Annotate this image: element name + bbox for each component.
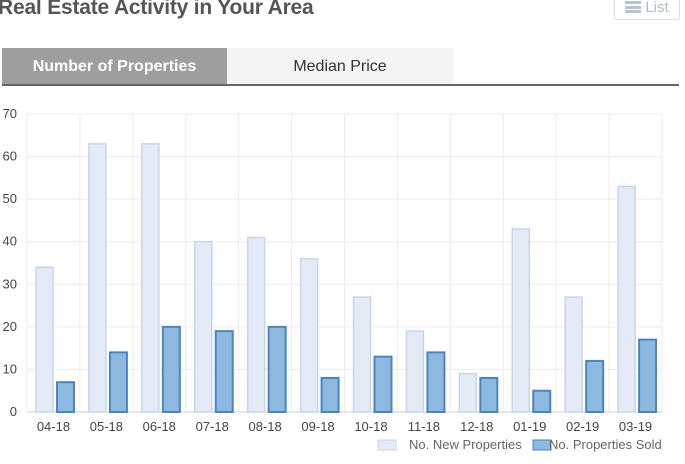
bar-new-properties bbox=[405, 330, 425, 413]
bar-new-properties bbox=[246, 236, 266, 413]
y-tick-label: 30 bbox=[3, 276, 17, 291]
tab-median-price[interactable]: Median Price bbox=[227, 48, 453, 85]
x-tick-label: 12-18 bbox=[460, 419, 493, 434]
y-tick-label: 0 bbox=[10, 404, 17, 419]
x-tick-label: 01-19 bbox=[513, 419, 546, 434]
legend-label-properties-sold: No. Properties Sold bbox=[549, 437, 662, 452]
bar-new-properties bbox=[458, 372, 478, 413]
y-tick-label: 10 bbox=[3, 361, 17, 376]
y-tick-label: 40 bbox=[3, 234, 17, 249]
x-tick-label: 11-18 bbox=[408, 419, 440, 434]
bar-properties-sold bbox=[532, 389, 552, 414]
x-tick-label: 05-18 bbox=[90, 419, 123, 434]
x-tick-label: 03-19 bbox=[619, 419, 652, 434]
page-title: Real Estate Activity in Your Area bbox=[0, 0, 314, 19]
legend-swatch-new-properties bbox=[377, 439, 397, 451]
bar-properties-sold bbox=[479, 376, 499, 414]
bar-properties-sold bbox=[214, 330, 234, 413]
x-tick-label: 02-19 bbox=[566, 419, 599, 434]
y-tick-label: 20 bbox=[3, 319, 17, 334]
legend-label-new-properties: No. New Properties bbox=[409, 437, 522, 452]
list-button-label: List bbox=[645, 0, 669, 16]
x-tick-label: 10-18 bbox=[354, 419, 387, 434]
bar-properties-sold bbox=[373, 355, 393, 413]
bar-new-properties bbox=[352, 296, 372, 413]
tab-underline bbox=[2, 84, 679, 86]
tab-number-of-properties[interactable]: Number of Properties bbox=[2, 48, 227, 85]
bar-new-properties bbox=[35, 266, 54, 413]
bar-new-properties bbox=[88, 143, 107, 413]
x-tick-label: 04-18 bbox=[37, 419, 70, 434]
bar-new-properties bbox=[141, 143, 160, 413]
x-tick-label: 09-18 bbox=[301, 419, 334, 434]
bar-new-properties bbox=[564, 296, 583, 413]
chart-tabs: Number of Properties Median Price bbox=[2, 48, 679, 88]
x-tick-label: 06-18 bbox=[143, 419, 176, 434]
legend-swatch-properties-sold bbox=[532, 439, 552, 451]
bar-properties-sold bbox=[56, 381, 75, 414]
bar-new-properties bbox=[617, 185, 636, 413]
bar-properties-sold bbox=[320, 376, 340, 414]
bar-new-properties bbox=[194, 240, 213, 413]
list-icon bbox=[625, 1, 642, 13]
bar-new-properties bbox=[299, 257, 319, 413]
bar-properties-sold bbox=[108, 351, 128, 413]
bar-properties-sold bbox=[585, 359, 605, 413]
list-view-button[interactable]: List bbox=[614, 0, 680, 20]
x-tick-label: 08-18 bbox=[249, 419, 282, 434]
bar-properties-sold bbox=[426, 351, 446, 413]
x-tick-label: 07-18 bbox=[196, 419, 229, 434]
bar-properties-sold bbox=[638, 338, 658, 413]
y-tick-label: 70 bbox=[3, 106, 17, 121]
y-tick-label: 50 bbox=[3, 191, 17, 206]
y-tick-label: 60 bbox=[3, 149, 17, 164]
real-estate-bar-chart: 0 10 20 30 40 50 60 70 04-18 05-18 06-18 07-18 08-18… bbox=[3, 106, 663, 452]
bar-properties-sold bbox=[161, 325, 181, 414]
bar-properties-sold bbox=[267, 325, 287, 414]
bar-new-properties bbox=[511, 228, 530, 413]
